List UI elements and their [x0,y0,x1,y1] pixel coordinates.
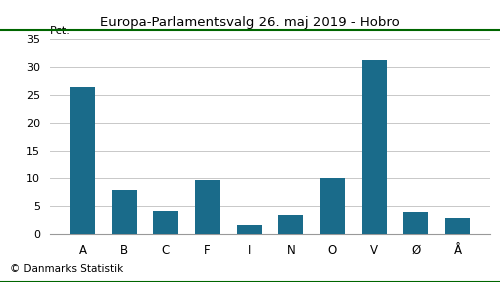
Text: Pct.: Pct. [50,26,71,36]
Text: © Danmarks Statistik: © Danmarks Statistik [10,264,123,274]
Bar [278,215,303,234]
Bar [70,87,95,234]
Bar [195,180,220,234]
Bar [112,190,136,234]
Bar [445,219,470,234]
Bar [320,178,345,234]
Bar [236,225,262,234]
Text: Europa-Parlamentsvalg 26. maj 2019 - Hobro: Europa-Parlamentsvalg 26. maj 2019 - Hob… [100,16,400,28]
Bar [154,211,178,234]
Bar [404,212,428,234]
Bar [362,60,386,234]
